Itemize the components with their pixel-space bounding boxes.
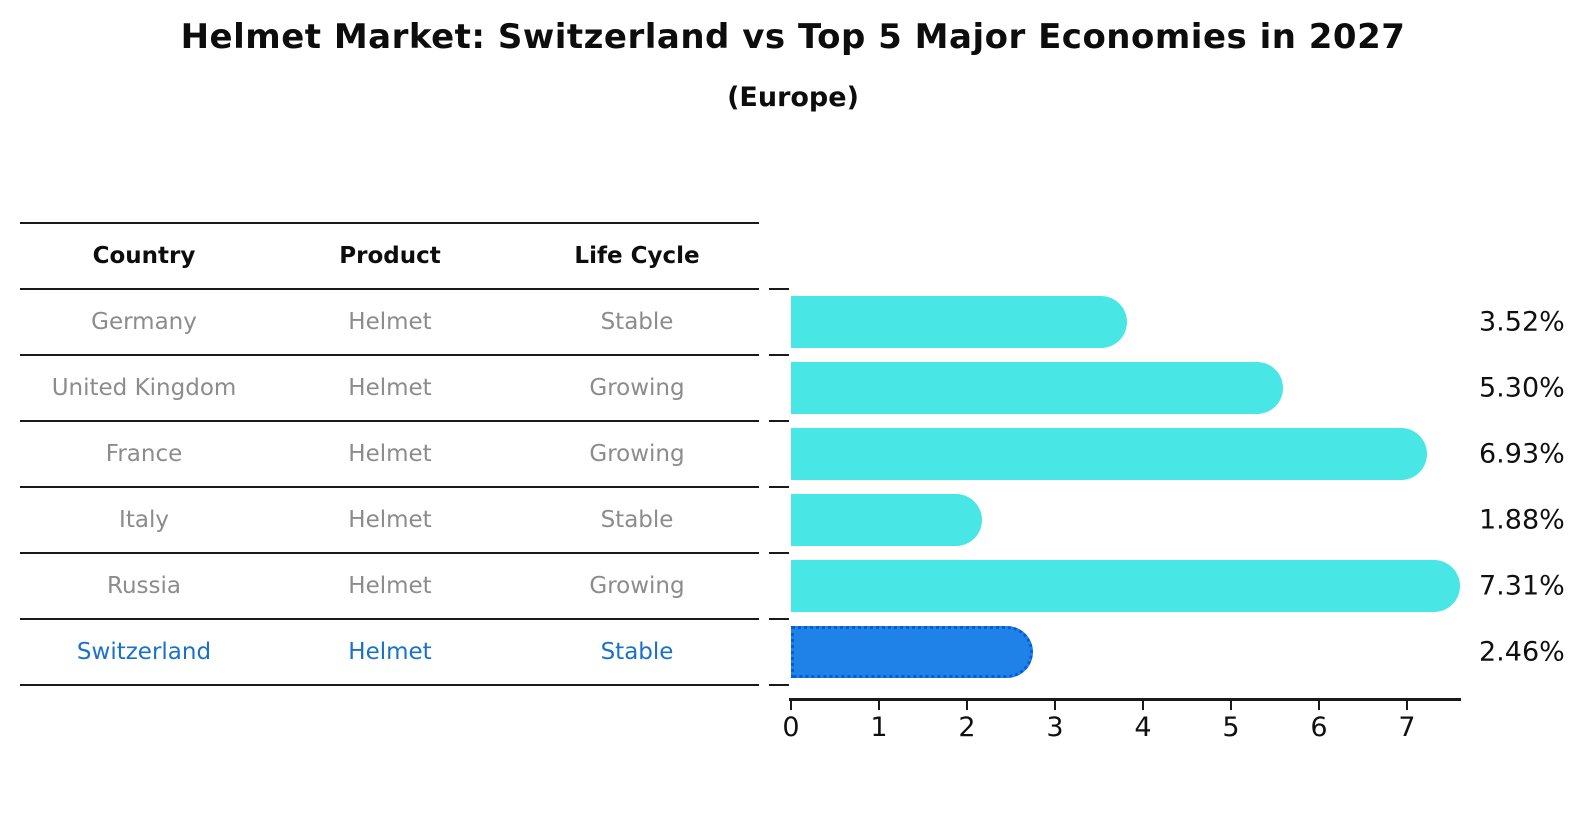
table-row-rule [20,684,759,687]
x-tick-label-3: 3 [1046,712,1064,743]
value-label-italy: 1.88% [1479,504,1565,536]
table-cell-switzerland-life-cycle: Stable [600,639,674,665]
bar-united-kingdom [791,362,1284,414]
x-tick-5 [1230,700,1232,710]
table-cell-italy-life-cycle: Stable [600,507,674,533]
table-row-rule [20,486,759,489]
value-label-germany: 3.52% [1479,306,1565,338]
table-cell-united-kingdom-country: United Kingdom [51,375,237,401]
bar-russia [791,560,1461,612]
table-cell-united-kingdom-life-cycle: Growing [589,375,685,401]
table-cell-russia-life-cycle: Growing [589,573,685,599]
table-top-rule [20,222,759,225]
value-label-switzerland: 2.46% [1479,636,1565,668]
x-tick-2 [966,700,968,710]
y-axis-tick [769,354,789,356]
table-cell-switzerland-product: Helmet [348,639,432,665]
table-header-country: Country [92,243,196,269]
y-axis-tick [769,420,789,422]
bar-germany [791,296,1127,348]
x-tick-label-7: 7 [1398,712,1416,743]
table-row-rule [20,420,759,423]
y-axis-tick [769,684,789,686]
table-cell-italy-product: Helmet [348,507,432,533]
table-cell-germany-product: Helmet [348,309,432,335]
table-header-rule [20,288,759,291]
table-cell-russia-country: Russia [107,573,181,599]
chart-title: Helmet Market: Switzerland vs Top 5 Majo… [180,17,1406,57]
table-cell-germany-life-cycle: Stable [600,309,674,335]
value-label-united-kingdom: 5.30% [1479,372,1565,404]
table-row-rule [20,354,759,357]
table-cell-germany-country: Germany [91,309,197,335]
table-cell-italy-country: Italy [119,507,169,533]
table-cell-united-kingdom-product: Helmet [348,375,432,401]
bar-italy [791,494,983,546]
x-tick-0 [790,700,792,710]
x-tick-3 [1054,700,1056,710]
table-cell-switzerland-country: Switzerland [76,639,212,665]
value-label-russia: 7.31% [1479,570,1565,602]
table-cell-france-product: Helmet [348,441,432,467]
y-axis-tick [769,288,789,290]
table-cell-france-country: France [105,441,183,467]
bar-france [791,428,1427,480]
y-axis-tick [769,486,789,488]
value-label-france: 6.93% [1479,438,1565,470]
table-header-product: Product [339,243,441,269]
table-cell-france-life-cycle: Growing [589,441,685,467]
y-axis-tick [769,618,789,620]
x-tick-4 [1142,700,1144,710]
table-row-rule [20,552,759,555]
x-tick-label-4: 4 [1134,712,1152,743]
x-tick-label-5: 5 [1222,712,1240,743]
y-axis-tick [769,552,789,554]
x-tick-1 [878,700,880,710]
x-tick-label-2: 2 [958,712,976,743]
table-cell-russia-product: Helmet [348,573,432,599]
x-tick-label-6: 6 [1310,712,1328,743]
table-row-rule [20,618,759,621]
x-axis-line [789,698,1461,701]
x-tick-label-0: 0 [782,712,800,743]
table-header-life-cycle: Life Cycle [574,243,700,269]
x-tick-7 [1406,700,1408,710]
chart-subtitle: (Europe) [727,82,859,113]
x-tick-6 [1318,700,1320,710]
bar-switzerland [791,626,1034,678]
x-tick-label-1: 1 [870,712,888,743]
